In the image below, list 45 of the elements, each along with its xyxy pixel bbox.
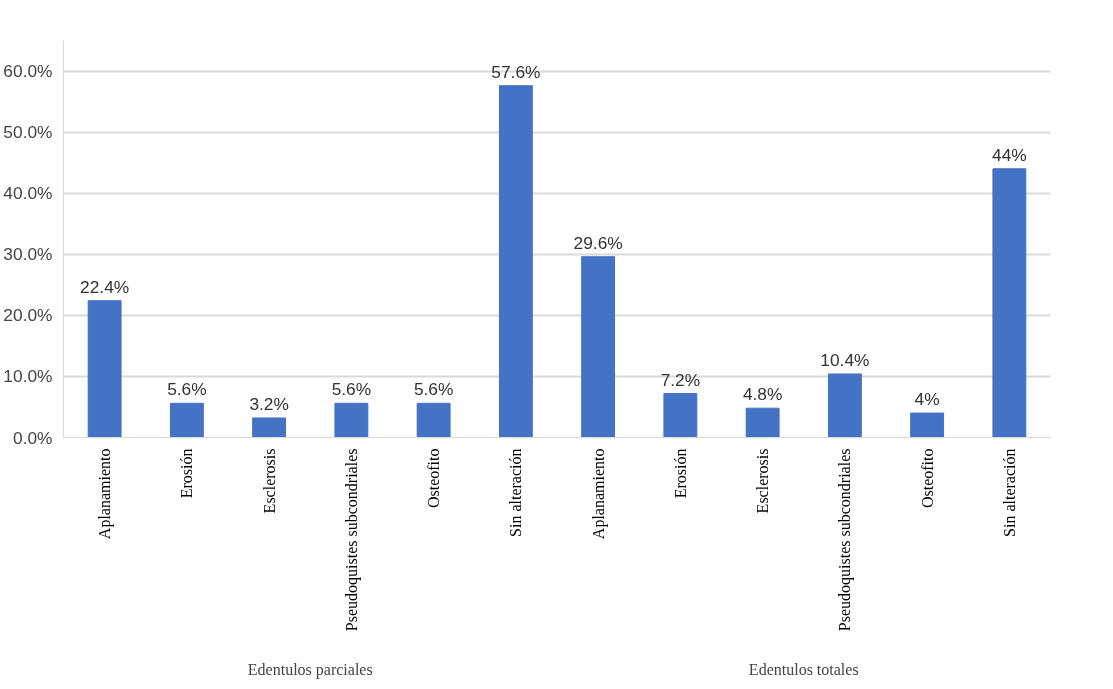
x-tick-label: Sin alteración: [507, 448, 525, 537]
data-label: 22.4%: [80, 276, 130, 297]
y-tick-label: 0.0%: [13, 427, 53, 448]
bar: [87, 300, 122, 438]
text: Edentulos parciales: [247, 660, 373, 679]
data-label: 5.6%: [331, 379, 372, 400]
data-label: 7.2%: [660, 369, 701, 390]
x-tick-label: Erosión: [671, 448, 689, 499]
y-tick-label: 10.0%: [3, 366, 53, 387]
y-tick-label: 20.0%: [3, 305, 53, 326]
data-label: 3.2%: [249, 393, 289, 414]
bar: [827, 373, 862, 438]
bar: [910, 412, 945, 438]
x-tick-label: Osteofito: [918, 448, 936, 509]
x-tick-label: Pseudoquistes subcondriales: [836, 448, 855, 632]
data-label: 44%: [992, 144, 1027, 165]
x-tick-label: Pseudoquistes subcondriales: [342, 448, 361, 632]
data-label: 5.6%: [167, 379, 207, 400]
x-tick-label: Sin alteración: [1000, 448, 1018, 537]
x-tick-label: Osteofito: [425, 448, 443, 509]
y-tick-label: 30.0%: [3, 244, 53, 265]
data-label: 10.4%: [820, 349, 870, 370]
bar: [416, 402, 451, 438]
y-tick-label: 60.0%: [3, 61, 53, 82]
bar: [663, 393, 698, 438]
data-label: 29.6%: [573, 232, 623, 253]
x-tick-label: Aplanamiento: [589, 448, 608, 540]
y-tick-label: 40.0%: [3, 183, 53, 204]
x-tick-label: Esclerosis: [754, 448, 772, 514]
bar: [745, 407, 780, 438]
bar: [169, 402, 204, 438]
bar: [498, 85, 533, 438]
data-label: 4.8%: [742, 384, 783, 405]
bar: [992, 168, 1027, 438]
bar: [581, 256, 616, 438]
text: Edentulos totales: [748, 660, 859, 678]
bar: [334, 402, 369, 438]
data-label: 5.6%: [413, 379, 454, 400]
data-label: 4%: [914, 389, 940, 410]
bar: [252, 417, 287, 438]
data-label: 57.6%: [491, 61, 541, 82]
x-tick-label: Erosión: [178, 448, 196, 499]
y-tick-label: 50.0%: [3, 122, 53, 143]
x-tick-label: Esclerosis: [260, 448, 278, 514]
x-tick-label: Aplanamiento: [96, 448, 115, 540]
